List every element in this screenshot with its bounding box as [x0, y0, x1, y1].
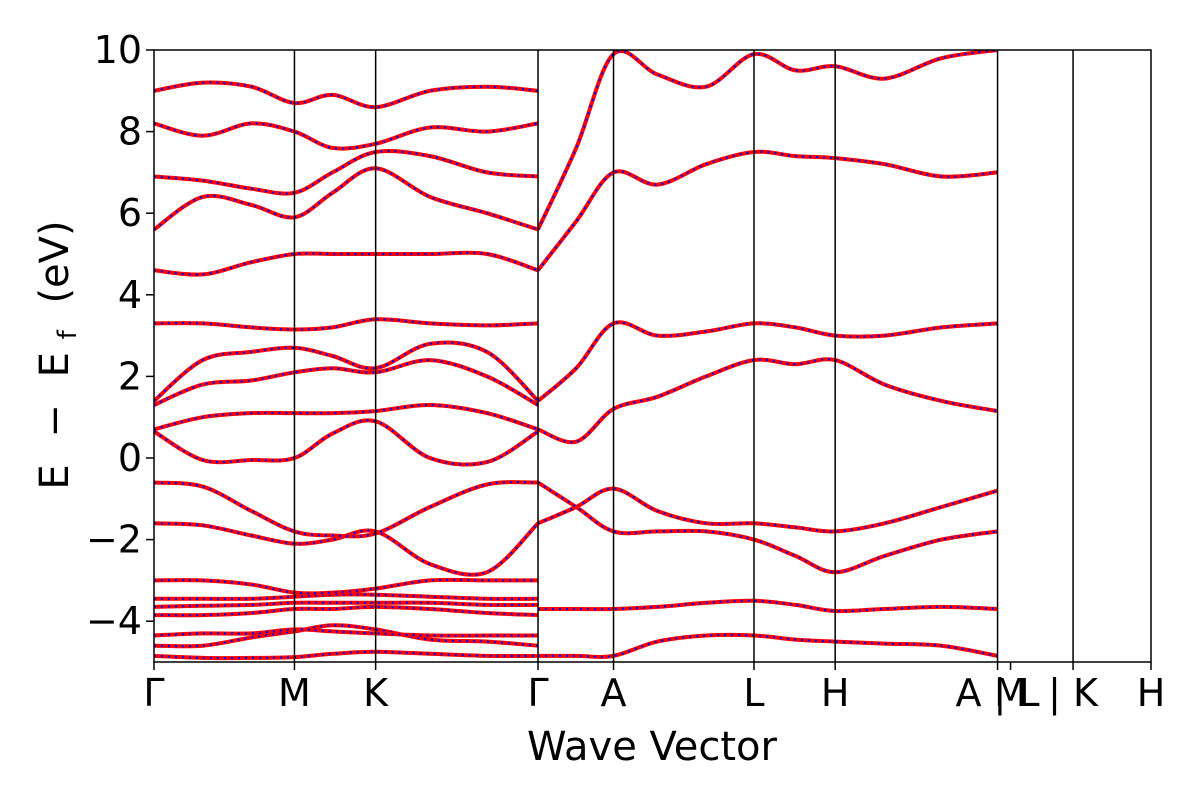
y-axis-title-ef: E — [32, 352, 78, 377]
band-line-dotted-16 — [154, 149, 539, 195]
y-tick-label-7: 10 — [94, 28, 142, 72]
y-tick-label-3: 2 — [118, 354, 142, 398]
x-tick-label-7: A | L — [955, 671, 1039, 716]
band-line-dotted-23 — [537, 358, 998, 444]
band-line-dotted-15 — [154, 167, 539, 231]
band-line-solid-19 — [538, 632, 998, 659]
band-line-dotted-26 — [537, 50, 998, 230]
x-tick-label-8: M — [994, 671, 1027, 715]
band-line-solid-7 — [154, 521, 540, 577]
band-line-dotted-7 — [154, 522, 539, 576]
band-line-dotted-3 — [154, 605, 539, 617]
y-tick-label-0: −4 — [86, 599, 142, 643]
y-axis-title: E − E f (eV) — [32, 220, 86, 489]
band-line-dotted-0 — [154, 650, 539, 660]
band-line-dotted-13 — [154, 318, 539, 331]
x-tick-label-5: L — [743, 671, 764, 715]
y-axis-title-unit: (eV) — [32, 220, 78, 303]
band-line-solid-14 — [154, 250, 539, 277]
band-line-dotted-14 — [154, 251, 539, 276]
band-line-solid-22 — [536, 480, 998, 575]
band-line-dotted-18 — [154, 81, 539, 109]
band-line-dotted-10 — [154, 403, 539, 431]
y-tick-label-1: −2 — [86, 518, 142, 562]
x-tick-label-3: Γ — [527, 671, 548, 715]
y-tick-label-2: 0 — [118, 436, 142, 480]
y-tick-label-5: 6 — [118, 191, 142, 235]
band-line-dotted-4 — [154, 601, 539, 608]
band-line-solid-17 — [154, 121, 539, 151]
band-line-dotted-20 — [537, 599, 998, 613]
x-tick-label-6: H — [821, 671, 850, 715]
band-line-dotted-5 — [154, 593, 539, 601]
band-line-dotted-6 — [154, 578, 538, 595]
y-axis-title-e: E — [32, 464, 78, 489]
band-line-dotted-8 — [154, 480, 539, 538]
x-tick-label-1: M — [278, 671, 311, 715]
band-line-solid-15 — [154, 166, 539, 232]
x-tick-label-2: K — [363, 671, 389, 715]
x-tick-label-9: | K — [1048, 671, 1099, 716]
band-line-dotted-25 — [537, 150, 998, 271]
plot-frame — [153, 49, 1152, 663]
band-line-dotted-2 — [154, 628, 538, 637]
band-line-solid-12 — [154, 340, 540, 403]
band-line-solid-9 — [154, 418, 540, 467]
y-axis-title-minus: − — [32, 404, 78, 438]
y-axis-ticks: −4 −2 0 2 4 6 8 10 — [86, 28, 154, 643]
x-tick-label-10: H — [1137, 671, 1166, 715]
band-line-solid-16 — [154, 149, 539, 196]
band-line-solid-26 — [536, 50, 998, 231]
x-axis-title: Wave Vector — [527, 724, 778, 770]
band-line-solid-25 — [536, 149, 998, 272]
x-tick-label-4: A — [601, 671, 627, 715]
band-line-solid-23 — [537, 357, 998, 445]
band-line-solid-11 — [154, 358, 539, 407]
kpoint-divider-lines — [293, 50, 1074, 662]
bands-layer — [154, 50, 999, 661]
band-line-solid-20 — [537, 598, 998, 614]
y-axis-title-ef-sub: f — [53, 329, 83, 339]
x-tick-label-0: Γ — [143, 671, 164, 715]
band-line-dotted-1 — [154, 624, 539, 648]
y-tick-label-6: 8 — [118, 110, 142, 154]
y-tick-label-4: 4 — [118, 273, 142, 317]
